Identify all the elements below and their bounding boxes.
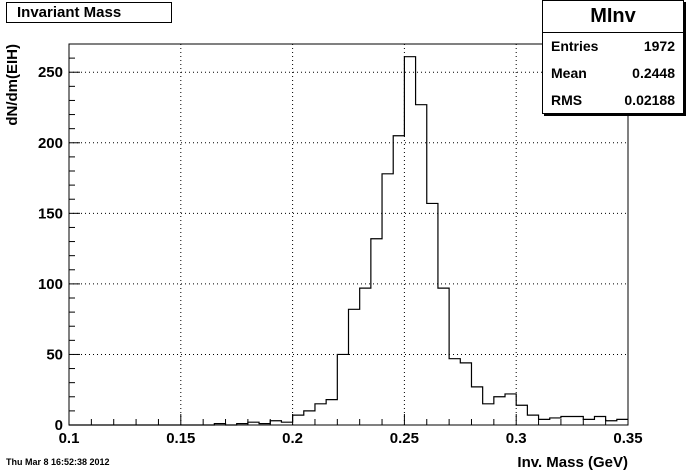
y-axis-label: dN/dm(EIH) xyxy=(4,44,21,126)
stats-mean-value: 0.2448 xyxy=(632,65,675,81)
axis-ticks xyxy=(68,43,629,426)
y-tick-label: 150 xyxy=(38,205,63,222)
y-tick-label: 200 xyxy=(38,135,63,152)
tick-labels: 0.1 0.15 0.2 0.25 0.3 0.35 0 50 100 150 200 250 xyxy=(38,64,643,447)
x-tick-label: 0.35 xyxy=(613,430,642,447)
stats-mean-label: Mean xyxy=(551,65,587,81)
y-tick-label: 250 xyxy=(38,64,63,81)
x-tick-label: 0.25 xyxy=(390,430,419,447)
x-tick-label: 0.3 xyxy=(506,430,527,447)
stats-box: MInv Entries 1972 Mean 0.2448 RMS 0.0218… xyxy=(542,0,684,114)
stats-entries-label: Entries xyxy=(551,38,599,54)
x-tick-label: 0.15 xyxy=(166,430,195,447)
x-tick-label: 0.1 xyxy=(59,430,80,447)
x-tick-label: 0.2 xyxy=(282,430,303,447)
y-tick-label: 0 xyxy=(55,417,63,434)
stats-rms-label: RMS xyxy=(551,92,583,108)
chart-title: Invariant Mass xyxy=(6,2,172,23)
timestamp-footer: Thu Mar 8 16:52:38 2012 xyxy=(6,457,110,467)
x-axis-label: Inv. Mass (GeV) xyxy=(517,454,628,470)
histogram-outline xyxy=(69,56,628,426)
stats-row-entries: Entries 1972 xyxy=(543,33,683,60)
stats-histogram-name: MInv xyxy=(543,1,683,33)
stats-row-rms: RMS 0.02188 xyxy=(543,87,683,114)
stats-row-mean: Mean 0.2448 xyxy=(543,60,683,87)
stats-entries-value: 1972 xyxy=(643,38,675,54)
stats-rms-value: 0.02188 xyxy=(624,92,675,108)
plot-frame xyxy=(68,43,629,426)
y-tick-label: 100 xyxy=(38,276,63,293)
y-tick-label: 50 xyxy=(46,346,63,363)
